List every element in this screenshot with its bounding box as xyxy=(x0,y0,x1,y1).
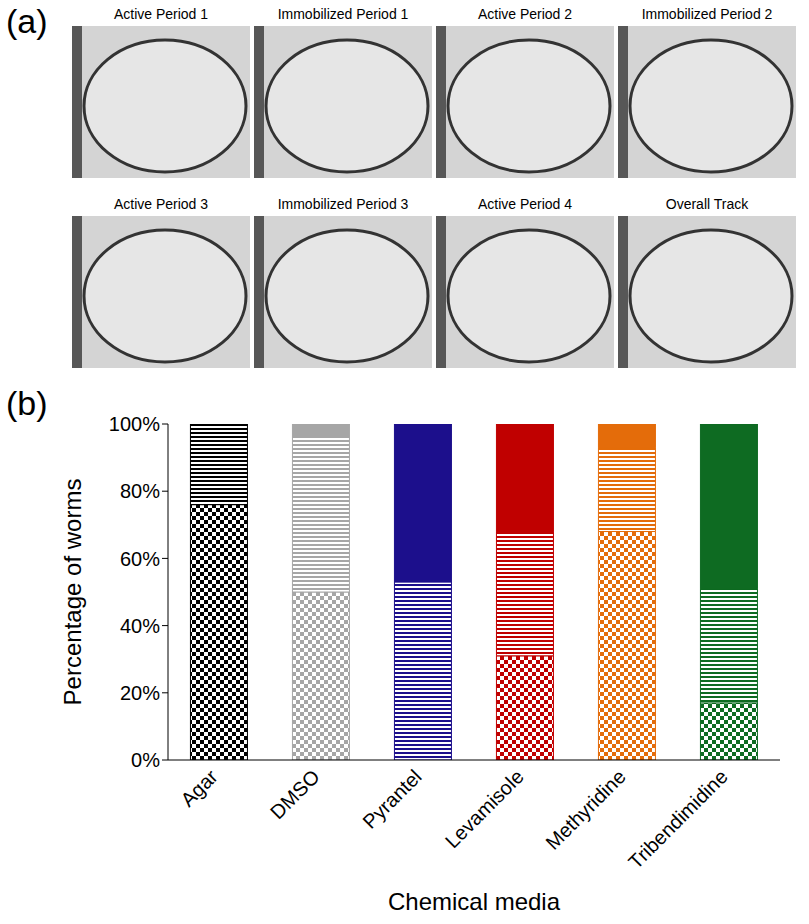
svg-text:DMSO: DMSO xyxy=(266,765,324,823)
svg-text:Agar: Agar xyxy=(176,765,222,811)
html-text:Immobilized Period 2: Immobilized Period 2 xyxy=(641,6,773,22)
html-text:Active Period 2: Active Period 2 xyxy=(477,6,573,22)
html-text:Immobilized Period 1: Immobilized Period 1 xyxy=(277,6,409,22)
svg-text:0%: 0% xyxy=(131,749,160,771)
html-text:Active Period 4: Active Period 4 xyxy=(477,196,573,212)
html-text:Immobilized Period 3: Immobilized Period 3 xyxy=(277,196,409,212)
svg-text:Methyridine: Methyridine xyxy=(541,765,630,854)
svg-text:Tribendimidine: Tribendimidine xyxy=(624,765,732,873)
svg-text:60%: 60% xyxy=(120,548,160,570)
html-text:Overall Track: Overall Track xyxy=(665,196,749,212)
svg-text:Levamisole: Levamisole xyxy=(441,765,528,852)
html-text:(a): (a) xyxy=(6,2,48,40)
svg-text:80%: 80% xyxy=(120,480,160,502)
html-text:Active Period 3: Active Period 3 xyxy=(113,196,209,212)
svg-text:100%: 100% xyxy=(109,413,160,435)
svg-text:Chemical media: Chemical media xyxy=(388,888,561,915)
svg-text:Pyrantel: Pyrantel xyxy=(358,765,425,832)
html-text:Active Period 1: Active Period 1 xyxy=(113,6,209,22)
html-text:(b): (b) xyxy=(6,384,48,422)
svg-text:Percentage of worms: Percentage of worms xyxy=(60,479,86,706)
svg-text:40%: 40% xyxy=(120,615,160,637)
svg-text:20%: 20% xyxy=(120,682,160,704)
